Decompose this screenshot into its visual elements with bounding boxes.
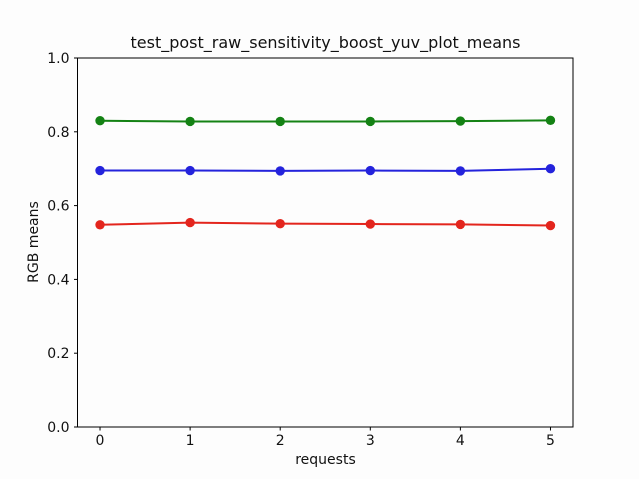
blue-marker [455, 166, 466, 176]
green-marker [95, 116, 105, 126]
y-tick-label: 0.6 [47, 199, 69, 215]
y-tick-label: 0.4 [47, 272, 69, 288]
green-marker [455, 116, 466, 126]
x-tick-label: 1 [186, 433, 195, 449]
blue-marker [185, 165, 195, 176]
blue-marker [275, 166, 285, 176]
green-marker [275, 116, 285, 127]
chart-title: test_post_raw_sensitivity_boost_yuv_plot… [130, 33, 521, 52]
y-tick-label: 0.8 [47, 125, 69, 141]
y-tick-label: 0.2 [47, 346, 69, 362]
x-tick-label: 5 [546, 433, 555, 449]
red-series-line [99, 221, 552, 227]
y-tick-label: 1.0 [47, 51, 69, 67]
red-marker [275, 218, 285, 229]
red-marker [95, 220, 105, 230]
axes-frame [77, 57, 574, 428]
blue-marker [365, 165, 375, 176]
x-tick-label: 2 [276, 433, 285, 449]
x-tick-label: 3 [366, 433, 375, 449]
x-axis-label: requests [295, 452, 356, 468]
red-marker [185, 217, 195, 228]
y-tick-label: 0.0 [47, 420, 69, 436]
blue-marker [545, 164, 556, 174]
green-marker [185, 116, 195, 127]
x-tick-label: 0 [96, 433, 105, 449]
red-marker [455, 219, 466, 230]
blue-marker [95, 165, 105, 176]
green-marker [365, 116, 375, 127]
red-marker [545, 220, 556, 231]
green-series-line [99, 119, 552, 123]
green-marker [545, 115, 556, 126]
x-tick-label: 4 [456, 433, 465, 449]
blue-series-line [99, 167, 552, 172]
red-marker [365, 219, 375, 229]
